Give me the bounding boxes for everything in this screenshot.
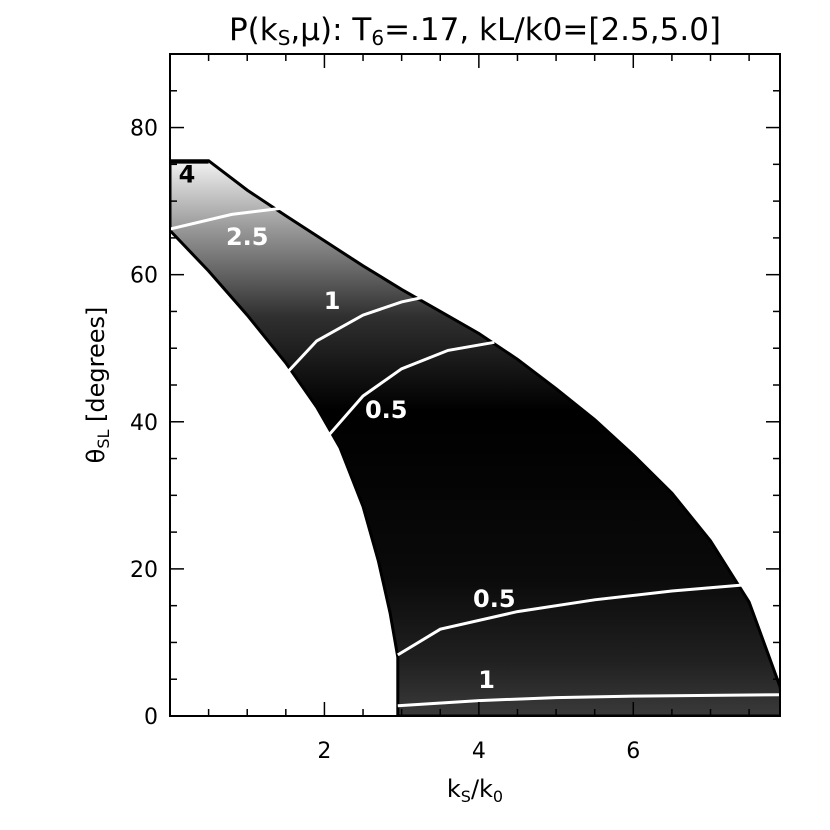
y-tick-label: 80 [130,117,158,142]
y-tick-label: 0 [144,705,158,730]
y-axis-label: θSL [degrees] [82,307,113,464]
contour-lines: 4 2.5 1 0.5 0.5 1 [170,160,780,708]
y-tick-label: 60 [130,264,158,289]
y-tick-label: 40 [130,411,158,436]
contour-line [397,693,780,708]
y-tick-label: 20 [130,558,158,583]
contour-label: 1 [478,666,495,694]
contour-label: 0.5 [365,396,408,424]
contour-label: 0.5 [473,585,516,613]
x-axis-label: kS/k0 [447,775,503,806]
contour-label: 4 [179,161,196,189]
contour-line [284,293,433,376]
x-tick-label: 4 [472,739,486,764]
contour-line [170,206,286,231]
chart-title: P(kS,μ): T6=.17, kL/k0=[2.5,5.0] [229,12,721,50]
shaded-region [170,159,780,716]
contour-line [323,340,495,442]
x-tick-label: 6 [626,739,640,764]
contour-label: 1 [324,287,341,315]
contour-line [397,583,742,657]
x-tick-label: 2 [317,739,331,764]
contour-label: 2.5 [226,223,269,251]
